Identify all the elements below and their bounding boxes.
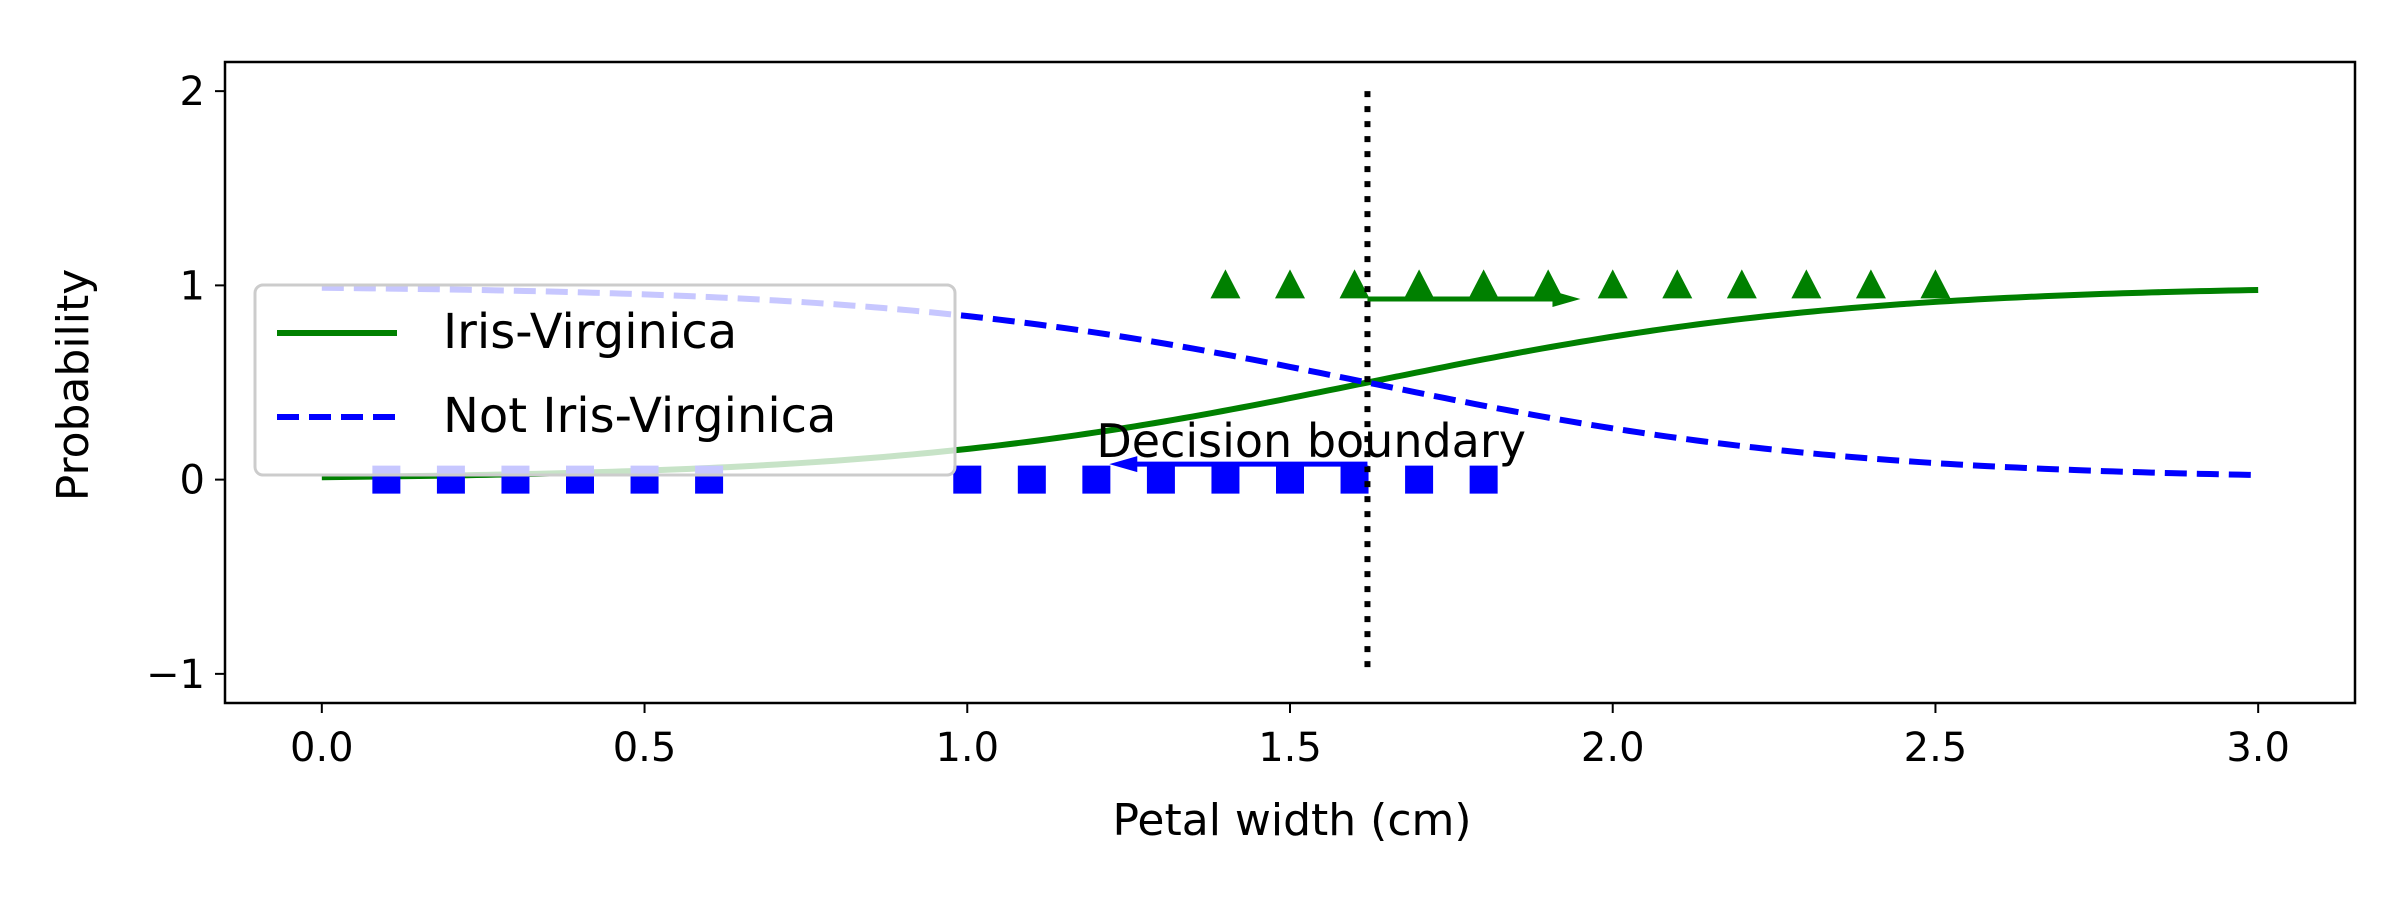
x-tick-label: 2.5: [1904, 725, 1968, 771]
data-point-square: [953, 465, 982, 494]
y-tick-label: −1: [146, 652, 205, 698]
y-tick-label: 1: [180, 263, 205, 309]
data-point-square: [1146, 465, 1175, 494]
data-point-triangle: [1791, 269, 1822, 299]
data-point-triangle: [1533, 269, 1564, 299]
legend-label-iris-virginica: Iris-Virginica: [443, 304, 737, 360]
x-axis-label: Petal width (cm): [1112, 795, 1471, 846]
x-tick-label: 2.0: [1581, 725, 1645, 771]
data-point-triangle: [1597, 269, 1628, 299]
x-tick-label: 0.0: [290, 725, 354, 771]
y-axis-label: Probability: [48, 269, 99, 502]
annotation-arrow-head-green: [1552, 290, 1581, 307]
x-tick-label: 1.5: [1258, 725, 1322, 771]
data-point-triangle: [1468, 269, 1499, 299]
data-point-square: [1405, 465, 1434, 494]
data-point-square: [1340, 465, 1369, 494]
x-tick-label: 1.0: [935, 725, 999, 771]
data-point-triangle: [1210, 269, 1241, 299]
annotation-text: Decision boundary: [1096, 414, 1526, 468]
data-point-triangle: [1726, 269, 1757, 299]
data-point-triangle: [1855, 269, 1886, 299]
x-tick-label: 3.0: [2226, 725, 2290, 771]
legend-box: [253, 283, 957, 477]
y-tick-label: 0: [180, 458, 205, 504]
legend-label-not-iris-virginica: Not Iris-Virginica: [443, 388, 836, 444]
data-point-triangle: [1339, 269, 1370, 299]
data-point-square: [1469, 465, 1498, 494]
data-point-square: [1211, 465, 1240, 494]
data-point-square: [1017, 465, 1046, 494]
data-point-square: [1082, 465, 1111, 494]
data-point-square: [1276, 465, 1304, 494]
data-point-triangle: [1662, 269, 1693, 299]
legend: Iris-Virginica Not Iris-Virginica: [253, 283, 957, 477]
y-tick-label: 2: [180, 69, 205, 115]
x-tick-label: 0.5: [613, 725, 677, 771]
annotation-arrow-head-blue: [1109, 456, 1138, 473]
data-point-triangle: [1275, 269, 1305, 299]
data-point-triangle: [1404, 269, 1435, 299]
axes: 0.0 0.5 1.0 1.5 2.0 2.5 3.0 −1 0 1 2: [146, 60, 2357, 771]
data-point-triangle: [1920, 269, 1951, 299]
